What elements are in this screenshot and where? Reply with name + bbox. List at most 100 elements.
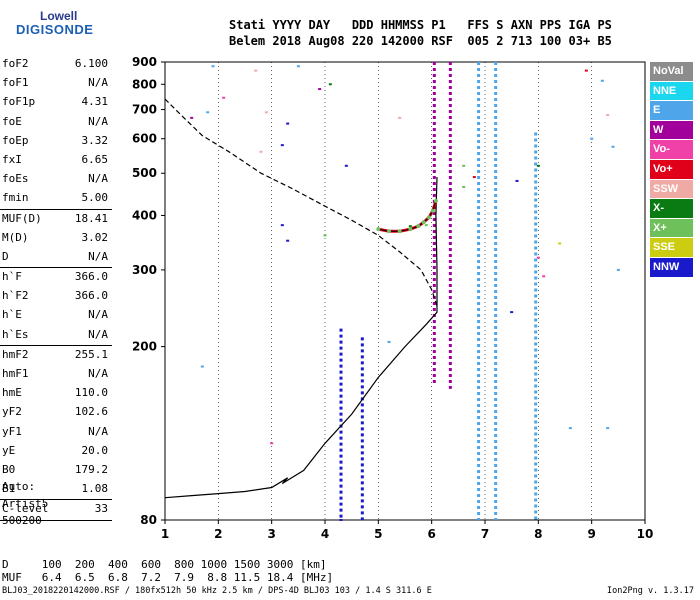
echo-point [206, 111, 210, 114]
param-value: N/A [88, 424, 108, 438]
profile-dashed-line [164, 98, 438, 307]
y-tick-label: 400 [132, 208, 157, 222]
f-trace-point [433, 198, 438, 203]
echo-point [536, 164, 540, 167]
param-value: 6.100 [74, 57, 108, 70]
echo-point [510, 311, 514, 314]
logo-digisonde: DIGISONDE [16, 22, 94, 37]
param-row: D N/A [0, 248, 112, 267]
echo-point [280, 144, 284, 147]
x-tick-label: 7 [481, 527, 489, 541]
y-tick-label: 200 [132, 340, 157, 354]
param-name: hmF1 [2, 367, 29, 380]
param-row: MUF(D) 18.41 [0, 208, 112, 229]
echo-point [190, 116, 194, 119]
param-name: foF2 [2, 57, 29, 70]
param-value: N/A [88, 114, 108, 128]
param-value: 366.0 [74, 289, 108, 303]
echo-point [462, 185, 466, 188]
param-name: hmE [2, 386, 22, 400]
echo-point [536, 256, 540, 259]
param-row: foF1p 4.31 [0, 93, 112, 112]
y-tick-label: 300 [132, 263, 157, 277]
echo-point [323, 234, 327, 237]
x-tick-label: 5 [374, 527, 382, 541]
param-row: foE N/A [0, 113, 112, 132]
param-name: fmin [2, 191, 29, 205]
echo-point [590, 137, 594, 140]
param-row: foEs N/A [0, 170, 112, 189]
echo-point [211, 65, 215, 68]
x-tick-label: 1 [161, 527, 169, 541]
footer-version: Ion2Png v. 1.3.17 [607, 586, 694, 596]
echo-point [318, 88, 322, 91]
param-value: N/A [88, 249, 108, 263]
f-trace-point [408, 227, 413, 232]
param-name: fxI [2, 152, 22, 166]
param-row: hmF1 N/A [0, 365, 112, 384]
y-tick-label: 600 [132, 132, 157, 146]
x-tick-label: 3 [267, 527, 275, 541]
echo-point [472, 176, 476, 179]
echo-point [222, 96, 226, 99]
param-row: fxI 6.65 [0, 151, 112, 170]
echo-point [584, 69, 588, 72]
param-row: foEp 3.32 [0, 132, 112, 151]
param-separator [0, 519, 112, 521]
echo-point [611, 145, 615, 148]
legend-entry: X- [650, 199, 693, 219]
echo-point [339, 519, 343, 521]
param-value: 3.32 [81, 133, 109, 147]
echo-point [387, 340, 391, 343]
y-tick-label: 500 [132, 166, 157, 180]
legend: NoVal NNE E W Vo- Vo+ SSW X- X+ SSE NNW [650, 62, 693, 278]
x-tick-label: 4 [321, 527, 329, 541]
f-trace-point [376, 227, 381, 232]
echo-point [606, 114, 610, 117]
distance-row: D 100 200 400 600 800 1000 1500 3000 [km… [2, 558, 327, 571]
param-row: hmE 110.0 [0, 384, 112, 403]
f-trace-point [427, 215, 431, 220]
x-tick-label: 10 [637, 527, 654, 541]
param-value: 110.0 [74, 386, 108, 400]
echo-point [296, 65, 300, 68]
param-name: MUF(D) [2, 211, 42, 225]
param-name: foF1 [2, 76, 29, 90]
param-row: h`E N/A [0, 306, 112, 325]
param-row: M(D) 3.02 [0, 229, 112, 248]
param-name: foF1p [2, 95, 36, 109]
legend-entry: SSW [650, 179, 693, 200]
f-trace-point [397, 229, 402, 234]
version-code: 500200 [2, 514, 42, 527]
x-tick-label: 2 [214, 527, 222, 541]
x-tick-label: 6 [427, 527, 435, 541]
param-row: foF2 6.100 [0, 55, 112, 74]
header-line-1: Stati YYYY DAY DDD HHMMSS P1 FFS S AXN P… [229, 18, 612, 32]
muf-row: MUF 6.4 6.5 6.8 7.2 7.9 8.8 11.5 18.4 [M… [2, 571, 334, 584]
param-value: 3.02 [81, 230, 109, 244]
echo-point [515, 179, 519, 182]
x-tick-label: 9 [587, 527, 595, 541]
param-name: h`Es [2, 327, 29, 341]
param-value: N/A [88, 327, 108, 341]
param-value: N/A [88, 308, 108, 322]
param-row: yF2 102.6 [0, 403, 112, 422]
f-trace [378, 200, 438, 233]
echo-point [408, 225, 412, 228]
param-name: C-level [2, 502, 49, 516]
param-value: 1.08 [81, 482, 109, 496]
param-name: foEp [2, 133, 29, 147]
y-tick-label: 900 [132, 55, 157, 69]
footer-file-info: BLJ03_2018220142000.RSF / 180fx512h 50 k… [2, 586, 432, 596]
param-row: h`F 366.0 [0, 267, 112, 287]
param-row: C-level 33 [0, 499, 112, 519]
param-name: h`F2 [2, 289, 29, 303]
param-value: N/A [88, 367, 108, 380]
param-name: hmF2 [2, 347, 29, 361]
param-name: M(D) [2, 230, 29, 244]
echo-point [200, 365, 204, 368]
legend-entry: NoVal [650, 62, 693, 82]
param-value: 18.41 [74, 211, 108, 225]
legend-entry: Vo- [650, 140, 693, 160]
